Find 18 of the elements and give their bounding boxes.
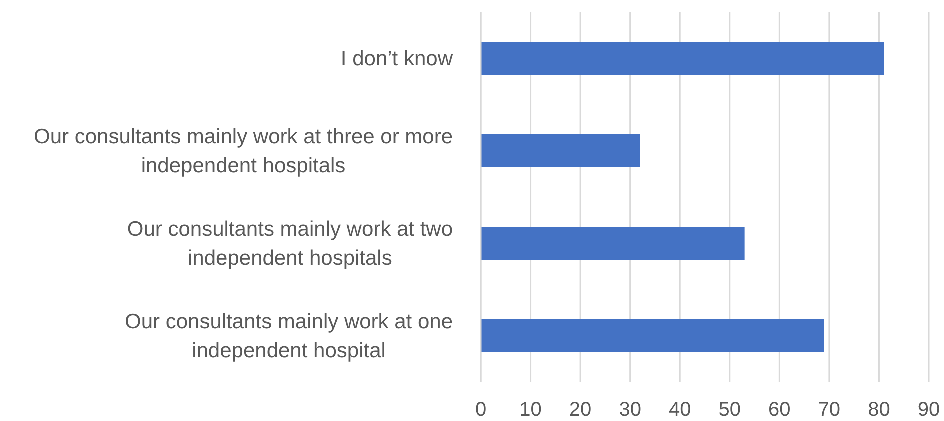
- x-tick-label: 80: [868, 399, 890, 421]
- x-tick-label: 90: [918, 399, 940, 421]
- x-tick-label: 10: [520, 399, 542, 421]
- y-tick-label: Our consultants mainly work at three or more independent hospitals: [34, 126, 453, 178]
- y-tick-label: I don’t know: [340, 48, 454, 71]
- bar: [481, 320, 824, 352]
- x-tick-label: 0: [475, 399, 487, 421]
- x-tick-label: 20: [569, 399, 592, 421]
- x-tick-label: 30: [619, 399, 642, 421]
- bar: [481, 227, 745, 260]
- x-tick-label: 70: [818, 399, 841, 421]
- y-tick-label: Our consultants mainly work at two independent hospitals: [127, 218, 453, 270]
- x-tick-label: 40: [668, 399, 692, 421]
- y-tick-label: Our consultants mainly work at one independent hospital: [125, 310, 453, 363]
- bar: [481, 42, 884, 75]
- bar: [481, 134, 640, 168]
- x-tick-label: 50: [718, 399, 742, 421]
- x-tick-label: 60: [768, 399, 791, 421]
